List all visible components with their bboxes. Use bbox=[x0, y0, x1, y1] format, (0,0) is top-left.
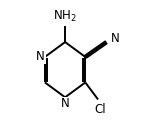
Text: N: N bbox=[61, 97, 69, 110]
Text: N: N bbox=[36, 50, 45, 63]
Text: Cl: Cl bbox=[94, 103, 106, 116]
Text: N: N bbox=[111, 32, 120, 45]
Text: NH$_2$: NH$_2$ bbox=[53, 9, 77, 24]
